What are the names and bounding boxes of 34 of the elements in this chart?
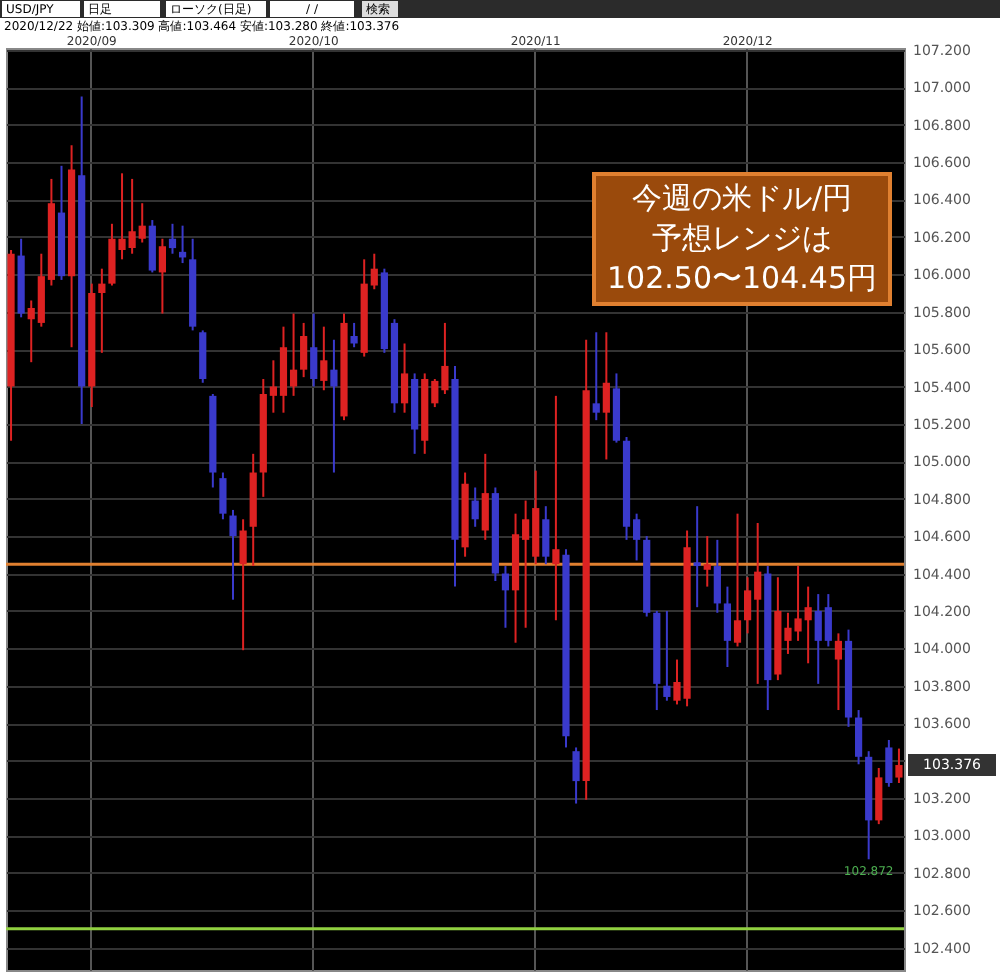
candlestick [310, 312, 318, 388]
candlestick [834, 632, 843, 712]
candlestick [471, 486, 479, 528]
candlestick [885, 738, 893, 788]
candlestick [481, 452, 489, 541]
candlestick [239, 518, 247, 652]
candlestick [300, 321, 308, 379]
candlestick [552, 394, 560, 622]
candlestick [713, 538, 721, 614]
candlestick [350, 321, 358, 349]
annotation: 今週の米ドル/円予想レンジは102.50〜104.45円 [607, 180, 877, 296]
candlestick [542, 505, 550, 566]
candlestick [168, 222, 177, 255]
candlestick [219, 471, 227, 521]
candlestick [158, 237, 166, 315]
candlestick [572, 746, 580, 805]
candlestick [98, 267, 106, 354]
candlestick [733, 512, 742, 648]
candlestick [693, 505, 701, 609]
candlestick [855, 709, 863, 766]
candlestick [199, 329, 207, 384]
candlestick [320, 325, 328, 392]
candlestick [703, 535, 711, 588]
candlestick [723, 585, 732, 669]
candlestick [229, 508, 237, 601]
candlestick [400, 342, 409, 414]
candlestick [501, 565, 510, 629]
candlestick [592, 331, 600, 422]
candlestick [330, 338, 338, 474]
candlestick [895, 747, 903, 784]
candlestick [602, 331, 610, 461]
candlestick [663, 609, 671, 702]
candlestick [875, 767, 883, 826]
candlestick [148, 219, 156, 274]
